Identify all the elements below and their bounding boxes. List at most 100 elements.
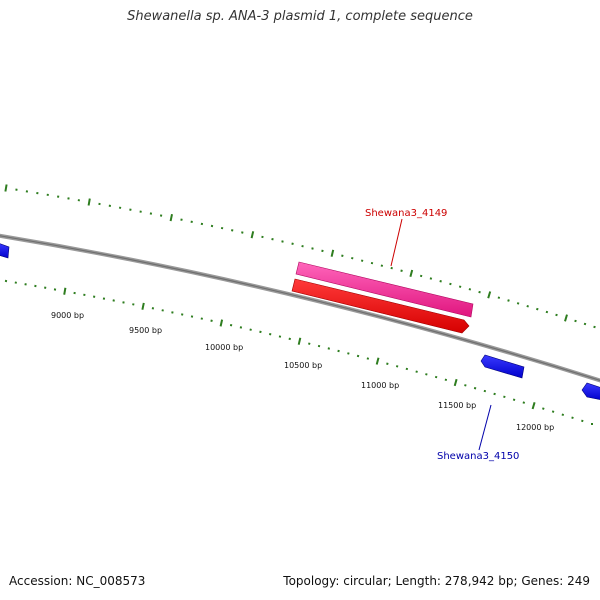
outer-ring-major-tick (169, 214, 173, 222)
inner-ring-minor-tick (405, 367, 409, 371)
map-title: Shewanella sp. ANA-3 plasmid 1, complete… (127, 9, 473, 24)
outer-ring-major-tick (4, 184, 8, 192)
outer-ring-minor-tick (261, 235, 264, 239)
inner-ring-minor-tick (473, 386, 477, 390)
inner-ring-major-tick (453, 378, 458, 387)
outer-ring-minor-tick (341, 254, 344, 257)
inner-ring-minor-tick (288, 337, 291, 341)
gene-feature-4149[interactable] (291, 261, 474, 334)
ruler-label-10500: 10500 bp (284, 361, 322, 370)
outer-ring-minor-tick (555, 313, 558, 317)
inner-ring-minor-tick (386, 362, 389, 365)
gene-feature-4150[interactable] (480, 354, 525, 379)
outer-ring-major-tick (564, 314, 568, 322)
inner-ring-minor-tick (415, 370, 418, 373)
inner-ring-major-tick (375, 357, 380, 365)
inner-ring-minor-tick (522, 401, 526, 404)
outer-ring-minor-tick (574, 319, 577, 323)
outer-ring-minor-tick (583, 322, 587, 326)
outer-ring-minor-tick (507, 299, 510, 302)
outer-ring-minor-tick (478, 290, 481, 294)
inner-ring-major-tick (63, 287, 67, 295)
outer-ring-minor-tick (536, 307, 539, 311)
outer-ring-minor-tick (593, 325, 596, 329)
inner-ring-minor-tick (434, 375, 438, 379)
inner-ring-minor-tick (317, 344, 321, 348)
gene-4149-leader (390, 218, 403, 267)
inner-ring-minor-tick (210, 319, 213, 323)
outer-ring-minor-tick (449, 282, 452, 286)
gene-4150-label[interactable]: Shewana3_4150 (437, 451, 519, 462)
gene-4150-blue-arrow (480, 354, 525, 379)
outer-ring-minor-tick (351, 256, 354, 260)
gene-4150-leader (478, 404, 492, 451)
outer-ring-minor-tick (497, 296, 501, 299)
inner-tick-ring (4, 279, 593, 425)
inner-ring-minor-tick (425, 373, 428, 376)
outer-ring-minor-tick (458, 285, 462, 288)
inner-ring-minor-tick (259, 330, 262, 334)
outer-ring-major-tick (250, 231, 255, 239)
gene-4149-red-arrow (291, 278, 470, 334)
inner-ring-minor-tick (444, 378, 448, 382)
outer-ring-minor-tick (439, 280, 442, 283)
topology-summary: Topology: circular; Length: 278,942 bp; … (283, 574, 590, 588)
inner-ring-minor-tick (464, 384, 467, 387)
outer-ring-minor-tick (321, 249, 324, 253)
ruler-label-10000: 10000 bp (205, 343, 243, 352)
inner-ring-minor-tick (308, 342, 311, 345)
inner-ring-minor-tick (493, 392, 496, 396)
inner-ring-minor-tick (551, 410, 555, 413)
ruler-label-9500: 9500 bp (129, 326, 162, 335)
outer-ring-minor-tick (545, 310, 549, 314)
ruler-label-11000: 11000 bp (361, 381, 399, 390)
inner-ring-minor-tick (337, 349, 340, 353)
outer-ring-minor-tick (360, 259, 364, 262)
inner-ring-major-tick (141, 302, 145, 310)
inner-ring-minor-tick (512, 398, 516, 402)
inner-ring-minor-tick (542, 407, 545, 410)
outer-ring-major-tick (487, 291, 492, 299)
outer-ring-major-tick (409, 269, 414, 277)
gene-4149-label[interactable]: Shewana3_4149 (365, 208, 447, 219)
sequence-backbone-highlight (0, 235, 600, 382)
outer-ring-minor-tick (468, 288, 472, 291)
sequence-backbone (0, 233, 600, 383)
gene-4149-pink-bar (295, 261, 474, 318)
inner-ring-minor-tick (249, 328, 252, 331)
inner-ring-minor-tick (483, 389, 487, 393)
outer-ring-minor-tick (390, 266, 393, 270)
outer-ring-minor-tick (419, 274, 423, 278)
inner-ring-major-tick (297, 337, 302, 345)
ruler-label-11500: 11500 bp (438, 401, 476, 410)
gene-left-blue-arrow[interactable] (0, 243, 10, 259)
inner-ring-major-tick (219, 319, 224, 327)
accession-text: Accession: NC_008573 (9, 574, 146, 588)
outer-ring-minor-tick (516, 302, 520, 305)
ruler-labels: 9000 bp 9500 bp 10000 bp 10500 bp 11000 … (51, 311, 554, 432)
outer-ring-minor-tick (291, 242, 294, 246)
inner-ring-minor-tick (571, 416, 574, 420)
inner-ring-minor-tick (366, 357, 370, 360)
outer-tick-ring (4, 184, 596, 329)
ruler-label-12000: 12000 bp (516, 423, 554, 432)
gene-right-blue-arrow[interactable] (581, 382, 600, 400)
inner-ring-minor-tick (503, 395, 506, 399)
inner-ring-minor-tick (561, 413, 565, 417)
inner-ring-minor-tick (347, 352, 350, 355)
inner-ring-minor-tick (278, 335, 282, 338)
outer-ring-minor-tick (301, 244, 304, 248)
outer-ring-minor-tick (526, 304, 529, 308)
outer-ring-minor-tick (380, 264, 384, 267)
outer-ring-minor-tick (429, 277, 433, 280)
inner-ring-minor-tick (395, 365, 399, 368)
inner-ring-major-tick (531, 402, 536, 410)
inner-ring-minor-tick (581, 419, 584, 423)
inner-ring-minor-tick (356, 354, 360, 358)
outer-ring-minor-tick (400, 269, 403, 272)
ruler-label-9000: 9000 bp (51, 311, 84, 320)
outer-ring-major-tick (330, 249, 335, 257)
outer-ring-major-tick (87, 198, 91, 206)
